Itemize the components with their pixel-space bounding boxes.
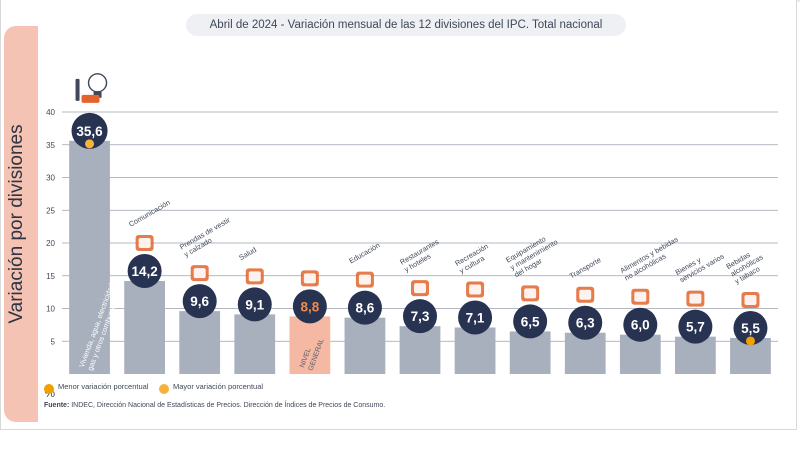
value-badge xyxy=(733,310,768,345)
bulb-glass xyxy=(87,73,108,93)
value-badge xyxy=(458,300,493,335)
icon-detail xyxy=(414,283,426,294)
value-label: 8,6 xyxy=(356,301,375,316)
bar xyxy=(399,326,441,374)
value-label: 7,1 xyxy=(466,310,485,325)
value-badge xyxy=(623,307,658,342)
value-label: 7,3 xyxy=(411,309,430,324)
value-badge xyxy=(513,304,548,339)
value-badge xyxy=(292,289,327,324)
value-label: 8,8 xyxy=(300,299,319,314)
legend-max-label: Mayor variación porcentual xyxy=(173,382,264,391)
first-aid-kit-icon xyxy=(245,268,264,285)
value-label: 6,3 xyxy=(576,316,595,331)
icon-detail xyxy=(524,288,537,299)
value-label: 9,6 xyxy=(190,294,209,309)
category-label: Educación xyxy=(347,241,381,266)
category-label: Salud xyxy=(237,245,258,262)
pipe xyxy=(75,78,80,101)
icon-detail xyxy=(689,293,702,304)
chart-title: Abril de 2024 - Variación mensual de las… xyxy=(186,14,626,36)
bar xyxy=(234,314,276,374)
bar xyxy=(454,327,496,374)
drinks-tobacco-icon xyxy=(741,291,760,308)
icon-detail xyxy=(303,273,316,284)
value-badge xyxy=(678,309,713,344)
value-badge xyxy=(568,305,603,340)
beach-umbrella-icon xyxy=(466,281,485,298)
value-label: 5,7 xyxy=(686,320,705,335)
t-shirt-icon xyxy=(190,265,209,282)
source-text: INDEC, Dirección Nacional de Estadística… xyxy=(71,402,386,409)
category-label: Comunicación xyxy=(127,198,172,229)
value-label: 9,1 xyxy=(245,297,264,312)
value-label: 6,0 xyxy=(631,318,650,333)
value-badge xyxy=(127,253,162,288)
value-label: 35,6 xyxy=(76,124,103,139)
category-label: Transporte xyxy=(568,255,603,280)
bar xyxy=(509,331,551,374)
max-marker xyxy=(85,139,95,149)
icon-detail xyxy=(469,284,482,295)
category-label-group: Salud xyxy=(237,245,258,262)
flame xyxy=(81,94,100,103)
icon-detail xyxy=(579,289,592,300)
value-label: 6,5 xyxy=(521,314,540,329)
y-tick-label: 20 xyxy=(46,239,55,248)
value-label: 14,2 xyxy=(131,264,157,279)
value-badge xyxy=(403,299,437,334)
value-badge xyxy=(237,287,272,322)
bar xyxy=(289,316,331,374)
value-badge xyxy=(71,112,108,149)
category-label-group: Educación xyxy=(347,241,381,266)
restaurant-icon xyxy=(411,280,429,297)
bar xyxy=(344,317,386,374)
y-tick-label: 40 xyxy=(46,108,55,117)
bar xyxy=(179,311,221,374)
icon-detail xyxy=(138,237,151,248)
axis-label-tab xyxy=(4,26,38,422)
y-tick-label: 30 xyxy=(46,174,55,183)
bar xyxy=(124,280,165,374)
bar xyxy=(69,140,110,374)
value-badge xyxy=(182,284,217,319)
y-tick-label: 15 xyxy=(46,272,55,281)
shopping-basket-icon xyxy=(300,270,319,287)
min-marker xyxy=(745,336,755,346)
washing-machine-icon xyxy=(521,285,540,302)
y-tick-label: 35 xyxy=(46,141,55,150)
y-tick-label: 10 xyxy=(46,305,55,314)
y-tick-label: 25 xyxy=(46,206,55,215)
smartphone-icon xyxy=(135,234,154,251)
icon-detail xyxy=(358,274,371,285)
icon-detail xyxy=(634,291,647,302)
source-note: Fuente: INDEC, Dirección Nacional de Est… xyxy=(44,402,385,409)
y-tick-label: 5 xyxy=(51,337,56,346)
grocery-food-icon xyxy=(631,288,650,305)
value-label: 5,5 xyxy=(741,321,760,336)
house-utilities-icon xyxy=(75,73,108,103)
value-badge xyxy=(347,290,382,325)
legend-min-label: Menor variación porcentual xyxy=(58,382,149,391)
legend-min-marker xyxy=(44,384,54,394)
notebook-icon xyxy=(355,271,374,288)
icon-detail xyxy=(248,271,261,282)
category-label-group: Comunicación xyxy=(127,198,172,229)
icon-detail xyxy=(744,294,757,305)
bus-icon xyxy=(576,286,595,303)
personal-care-icon xyxy=(686,290,705,307)
icon-detail xyxy=(193,268,206,279)
source-prefix: Fuente: xyxy=(44,402,70,409)
category-label-group: Transporte xyxy=(568,255,603,280)
legend-max-marker xyxy=(159,384,169,394)
